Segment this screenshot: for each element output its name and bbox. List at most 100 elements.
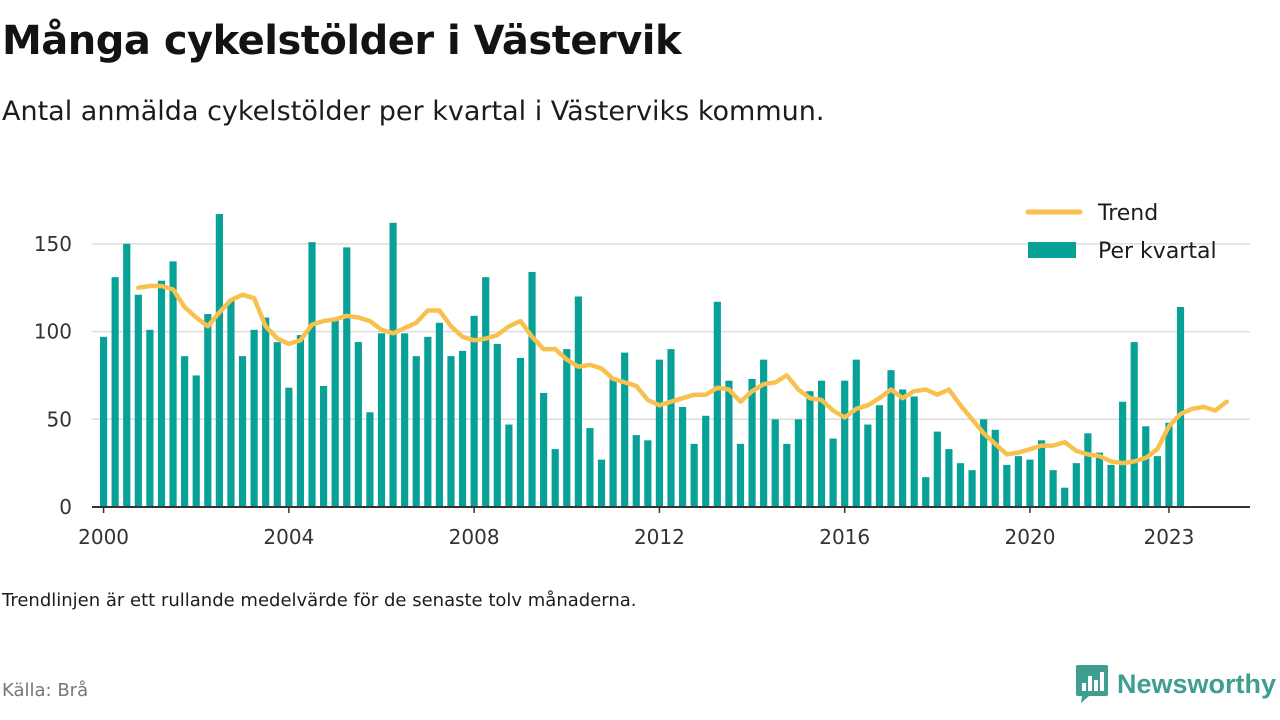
bar	[956, 463, 965, 507]
bar	[204, 314, 212, 507]
x-tick-label: 2008	[449, 525, 500, 549]
bar	[644, 440, 652, 507]
bar	[736, 443, 745, 507]
bar	[760, 359, 768, 507]
bar	[1142, 426, 1150, 507]
bar	[343, 247, 351, 507]
bar	[794, 419, 802, 507]
newsworthy-logo[interactable]: Newsworthy	[1075, 664, 1276, 704]
trend-layer	[136, 283, 1230, 466]
bar	[470, 315, 478, 507]
bar	[563, 349, 571, 507]
bar	[910, 396, 918, 507]
bar	[1084, 433, 1092, 507]
bar	[238, 356, 247, 507]
bar	[215, 214, 223, 507]
bar	[621, 352, 629, 507]
bar	[551, 449, 559, 507]
bar	[991, 429, 999, 507]
bar	[922, 477, 930, 507]
bar	[134, 294, 142, 507]
legend-label: Trend	[1097, 201, 1158, 226]
bar	[933, 431, 941, 507]
bar	[389, 222, 397, 507]
bar	[540, 392, 548, 507]
bar	[111, 277, 119, 507]
bar	[320, 385, 328, 507]
bar	[424, 336, 432, 507]
bar	[702, 415, 710, 507]
bar	[401, 333, 409, 507]
bar	[99, 336, 108, 507]
bar	[690, 443, 698, 507]
bar	[817, 380, 826, 507]
y-tick-label: 100	[34, 320, 72, 344]
bar	[447, 356, 455, 507]
bar	[875, 405, 884, 507]
y-tick-label: 150	[34, 232, 72, 256]
bar	[783, 443, 791, 507]
bar	[841, 380, 849, 507]
bar-chart-bubble-icon	[1075, 665, 1108, 703]
bar	[574, 296, 582, 507]
bar	[505, 424, 513, 507]
bar	[250, 329, 258, 507]
page-title: Många cykelstölder i Västervik	[2, 18, 682, 64]
bar	[609, 378, 617, 507]
bar	[516, 357, 525, 507]
bar	[586, 428, 594, 507]
trend-line	[136, 283, 1230, 466]
bar	[146, 329, 154, 507]
bar	[945, 449, 953, 507]
bar	[725, 380, 733, 507]
bar	[1153, 456, 1161, 507]
bar	[123, 243, 131, 508]
x-tick-label: 2012	[634, 525, 685, 549]
bar	[899, 389, 907, 507]
bar	[181, 356, 189, 507]
trend-note: Trendlinjen är ett rullande medelvärde f…	[2, 590, 637, 611]
legend: Trend Per kvartal	[1025, 201, 1217, 264]
x-tick-label: 2023	[1143, 525, 1194, 549]
x-tick-label: 2004	[263, 525, 314, 549]
bar	[655, 359, 664, 507]
y-tick-label: 50	[47, 407, 72, 431]
bar	[1014, 456, 1022, 507]
bar	[864, 424, 872, 507]
bar	[273, 342, 281, 507]
bar	[968, 470, 976, 507]
bar	[192, 375, 200, 507]
bar	[331, 317, 339, 507]
bar	[806, 391, 814, 507]
bar	[435, 322, 443, 507]
bar	[829, 438, 837, 507]
bar	[366, 412, 374, 507]
bar	[678, 407, 687, 507]
bar	[771, 419, 779, 507]
bar	[1037, 440, 1046, 507]
legend-label: Per kvartal	[1098, 239, 1217, 264]
bar	[852, 359, 860, 507]
bar	[354, 342, 362, 507]
bar	[227, 299, 235, 507]
bar	[482, 277, 490, 507]
bar	[412, 356, 420, 507]
bar	[1026, 459, 1034, 507]
brand-name: Newsworthy	[1116, 668, 1276, 699]
bar	[169, 261, 177, 507]
bar	[308, 242, 316, 507]
bar	[887, 370, 895, 507]
bar	[377, 333, 386, 507]
bar	[1072, 463, 1080, 507]
bar	[285, 387, 293, 507]
bar	[713, 301, 721, 507]
legend-swatch-per-kvartal	[1028, 242, 1076, 258]
bar-chart: 0 50 100 150 2000 2004 2008 2012 2016 2020 2023 Tr…	[34, 201, 1250, 549]
axes: 0 50 100 150 2000 2004 2008 2012 2016 2020 2023	[34, 232, 1250, 549]
page-subtitle: Antal anmälda cykelstölder per kvartal i…	[2, 96, 825, 127]
bar	[748, 378, 756, 507]
bar	[1003, 464, 1011, 507]
bar	[1061, 487, 1069, 507]
bar	[528, 271, 536, 507]
bar	[1107, 464, 1115, 507]
